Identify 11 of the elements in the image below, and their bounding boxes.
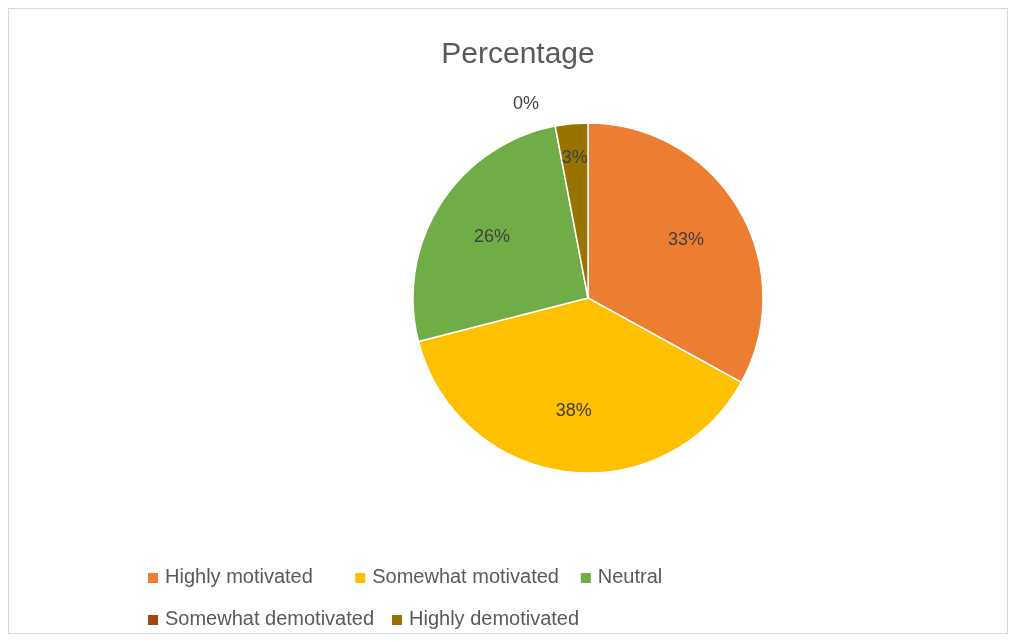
chart-title: Percentage: [441, 36, 595, 69]
text: 0%: [513, 93, 540, 114]
legend-label: Neutral: [597, 565, 663, 588]
legend-label: Highly motivated: [165, 565, 313, 588]
legend-label: Somewhat motivated: [372, 565, 559, 588]
data-label: 26%: [473, 225, 510, 246]
data-label: 38%: [555, 399, 592, 420]
data-label: 33%: [667, 228, 704, 249]
legend-label: Highly demotivated: [409, 607, 580, 630]
data-label: 3%: [561, 147, 588, 168]
legend-label: Somewhat demotivated: [165, 607, 375, 630]
